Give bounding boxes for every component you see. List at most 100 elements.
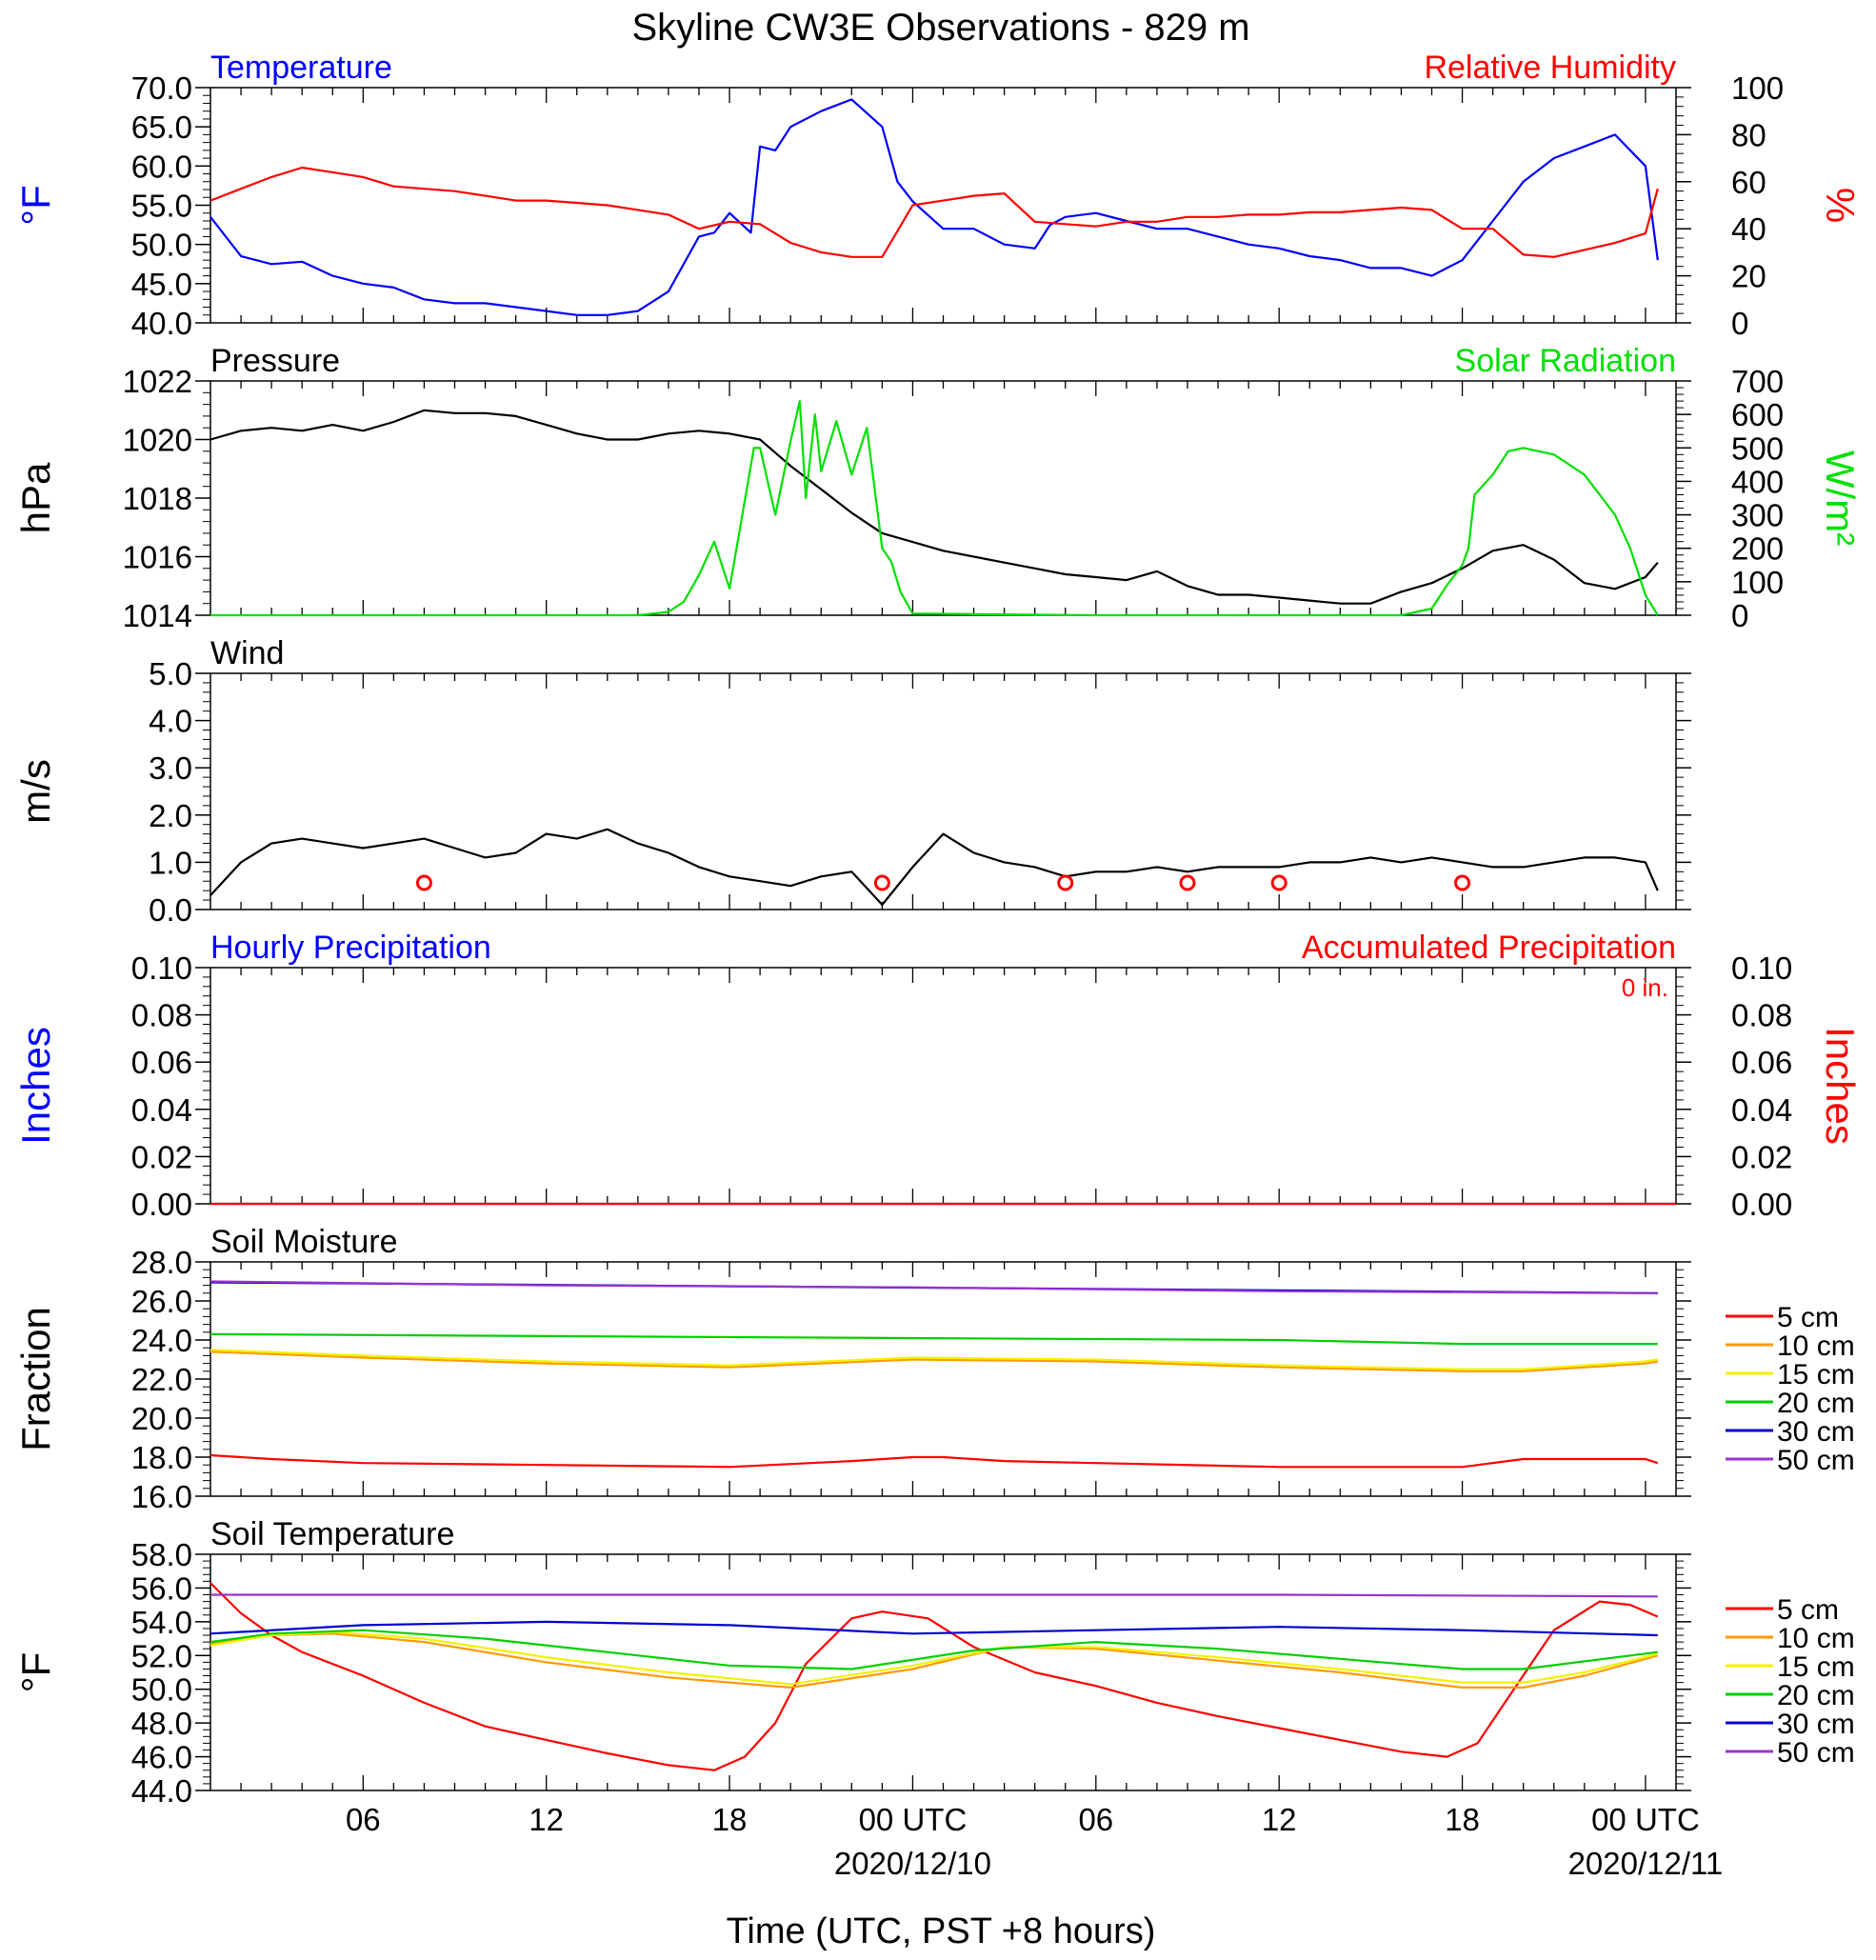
x-tick-date: 2020/12/11 xyxy=(1568,1846,1724,1881)
panel-title-left: Hourly Precipitation xyxy=(210,930,491,966)
y-tick-label-left: 5.0 xyxy=(149,656,192,691)
panel-5: 28.0 26.0 24.0 22.0 20.0 18.0 16.0 Soil Moistur… xyxy=(13,1224,1855,1514)
y-tick-label-right: 700 xyxy=(1731,364,1784,399)
figure-title: Skyline CW3E Observations - 829 m xyxy=(631,7,1249,49)
panel-frame xyxy=(210,380,1677,616)
calm-wind-marker xyxy=(873,874,890,891)
y-tick-label-right: 40 xyxy=(1731,211,1766,247)
y-axis-label-right: Inches xyxy=(1818,1027,1863,1145)
y-tick-label-right: 80 xyxy=(1731,117,1766,152)
y-tick-label-left: 26.0 xyxy=(131,1284,192,1319)
panel-1: 70.0 65.0 60.0 55.0 50.0 45.0 40.0 100 80 60 40 20 0… xyxy=(13,50,1863,341)
legend-label: 10 cm xyxy=(1777,1330,1855,1362)
y-tick-label-right: 100 xyxy=(1731,70,1784,106)
series-line-20-cm xyxy=(210,1332,1658,1346)
series-line-50-cm xyxy=(210,1280,1658,1294)
panel-title-left: Wind xyxy=(210,635,284,671)
x-axis: 06 12 18 00 UTC 2020/12/10 06 12 18 00 UTC 2020/1… xyxy=(346,1802,1723,1881)
y-tick-label-right: 0.00 xyxy=(1731,1187,1792,1222)
y-tick-label-left: 0.00 xyxy=(131,1187,192,1222)
y-tick-label-left: 60.0 xyxy=(131,149,192,184)
y-tick-label-left: 1.0 xyxy=(149,845,192,880)
y-tick-label-left: 54.0 xyxy=(131,1605,192,1640)
y-tick-label-left: 58.0 xyxy=(131,1537,192,1572)
legend-label: 20 cm xyxy=(1777,1388,1855,1419)
accumulated-annotation: 0 in. xyxy=(1622,973,1668,1002)
series-line-30-cm xyxy=(210,1620,1658,1637)
y-tick-label-right: 20 xyxy=(1731,259,1766,294)
y-tick-label-right: 200 xyxy=(1731,531,1784,567)
y-tick-label-left: 0.04 xyxy=(131,1092,192,1128)
y-tick-label-right: 0.10 xyxy=(1731,950,1792,986)
x-tick-label: 00 UTC xyxy=(859,1802,968,1837)
y-tick-label-right: 0.06 xyxy=(1731,1045,1792,1080)
y-tick-label-left: 1014 xyxy=(123,598,192,633)
y-tick-label-left: 20.0 xyxy=(131,1401,192,1436)
x-tick-label: 12 xyxy=(1262,1802,1297,1837)
panel-2: 1022 1020 1018 1016 1014 70060050040030020010… xyxy=(13,343,1863,633)
y-tick-label-right: 0 xyxy=(1731,306,1748,341)
calm-wind-marker xyxy=(415,874,432,891)
y-axis-label-left: hPa xyxy=(13,462,58,533)
panels: 70.065.060.055.050.045.040.0100806040200… xyxy=(13,50,1863,1809)
x-tick-label: 06 xyxy=(1078,1802,1113,1837)
legend-label: 5 cm xyxy=(1777,1594,1839,1626)
legend-label: 30 cm xyxy=(1777,1416,1855,1448)
panel-4: 0.10 0.08 0.06 0.04 0.02 0.00 0.10 0.08 0.06 0.04… xyxy=(13,930,1863,1222)
series-line-5-cm xyxy=(210,1582,1659,1771)
y-tick-label-right: 0.04 xyxy=(1731,1092,1792,1128)
y-tick-label-left: 0.06 xyxy=(131,1045,192,1080)
panel-frame xyxy=(210,87,1677,324)
y-tick-label-right: 400 xyxy=(1731,464,1784,499)
y-axis-label-left: °F xyxy=(13,185,58,225)
y-tick-label-left: 24.0 xyxy=(131,1323,192,1358)
x-tick-date: 2020/12/10 xyxy=(834,1846,991,1881)
y-tick-label-left: 56.0 xyxy=(131,1570,192,1606)
panel-title-right: Solar Radiation xyxy=(1455,343,1676,379)
calm-wind-marker xyxy=(1057,874,1074,891)
panel-6: 58.056.054.052.050.048.046.044.0 Soil Tem… xyxy=(13,1516,1855,1809)
y-tick-label-right: 0 xyxy=(1731,598,1748,633)
y-tick-label-left: 65.0 xyxy=(131,110,192,145)
legend-label: 20 cm xyxy=(1777,1680,1855,1711)
y-tick-label-left: 52.0 xyxy=(131,1638,192,1673)
y-tick-label-left: 1020 xyxy=(123,423,192,458)
legend-label: 5 cm xyxy=(1777,1302,1839,1333)
panel-title-left: Soil Temperature xyxy=(210,1516,454,1552)
series-line-15-cm xyxy=(210,1630,1659,1686)
series-line-15-cm xyxy=(210,1349,1658,1370)
x-tick-label: 18 xyxy=(712,1802,748,1837)
panel-title-left: Pressure xyxy=(210,343,340,379)
y-tick-label-left: 50.0 xyxy=(131,1672,192,1708)
y-tick-label-left: 1022 xyxy=(123,364,192,399)
panel-frame xyxy=(210,967,1677,1205)
y-axis-label-left: Inches xyxy=(13,1027,58,1145)
y-tick-label-right: 0.08 xyxy=(1731,998,1792,1033)
y-tick-label-left: 40.0 xyxy=(131,306,192,341)
legend-label: 15 cm xyxy=(1777,1359,1855,1390)
calm-wind-marker xyxy=(1179,874,1196,891)
y-tick-label-left: 16.0 xyxy=(131,1479,192,1514)
panel-title-right: Accumulated Precipitation xyxy=(1302,930,1676,966)
y-tick-label-left: 44.0 xyxy=(131,1773,192,1809)
y-axis-label-right: W/m² xyxy=(1818,450,1863,546)
y-axis-label-left: °F xyxy=(13,1652,58,1692)
panel-frame xyxy=(210,1261,1677,1497)
panel-3: 5.0 4.0 3.0 2.0 1.0 0.0 Wind m/s xyxy=(13,635,1691,928)
series-line-10-cm xyxy=(210,1350,1658,1372)
y-tick-label-right: 0.02 xyxy=(1731,1139,1792,1174)
y-tick-label-left: 1018 xyxy=(123,481,192,516)
y-tick-label-left: 0.0 xyxy=(149,892,192,928)
y-tick-label-right: 100 xyxy=(1731,565,1784,600)
y-tick-label-left: 1016 xyxy=(123,540,192,575)
y-tick-label-left: 2.0 xyxy=(149,798,192,833)
y-tick-label-right: 300 xyxy=(1731,498,1784,533)
legend-label: 50 cm xyxy=(1777,1737,1855,1769)
y-tick-label-left: 70.0 xyxy=(131,70,192,106)
y-tick-label-right: 600 xyxy=(1731,397,1784,432)
series-line-5-cm xyxy=(210,1453,1659,1469)
y-tick-label-left: 18.0 xyxy=(131,1440,192,1475)
legend-label: 10 cm xyxy=(1777,1623,1855,1654)
